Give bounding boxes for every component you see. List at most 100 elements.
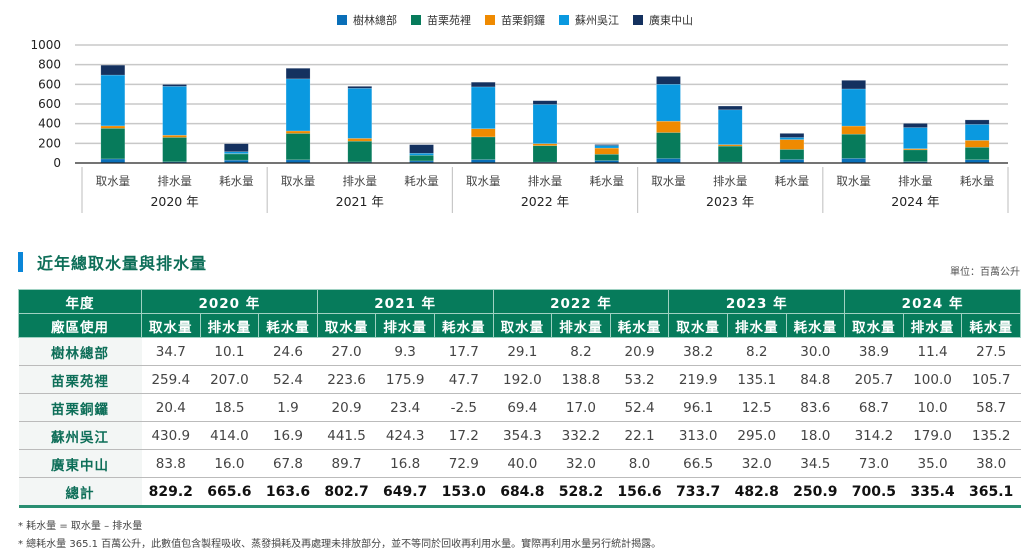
x-sub-label: 耗水量 [589,174,624,188]
footnote-2: * 總耗水量 365.1 百萬公升，此數值包含製程吸收、蒸發損耗及再處理未排放部… [18,539,662,550]
bar-segment [656,76,681,85]
bar-segment [100,74,126,127]
value-cell: 665.6 [200,477,259,508]
bar-segment [964,147,990,161]
bar-segment [409,153,434,156]
x-group-label: 2021 年 [336,194,384,209]
bar-segment [717,109,743,145]
value-cell: 207.0 [200,365,259,394]
x-sub-label: 排水量 [157,174,192,188]
y-tick-label: 200 [38,136,61,150]
site-name: 總計 [18,477,142,508]
value-cell: 17.0 [551,393,611,422]
bar-segment [841,88,866,127]
value-cell: 29.1 [493,337,552,366]
value-cell: 89.7 [317,449,376,478]
value-cell: 8.0 [610,449,669,478]
bar-segment [841,80,866,90]
value-cell: 153.0 [434,477,494,508]
x-sub-label: 排水量 [713,174,748,188]
value-cell: 733.7 [668,477,728,508]
value-cell: 16.9 [258,421,318,450]
bar-segment [717,145,743,163]
value-cell: 17.7 [434,337,494,366]
x-sub-label: 排水量 [343,174,378,188]
chart-legend: 樹林總部 苗栗苑裡 苗栗銅鑼 蘇州吳江 廣東中山 [0,12,1030,28]
section-title: 近年總取水量與排水量 [37,254,208,273]
bar-segment [594,154,619,161]
value-cell: 32.0 [551,449,611,478]
bar-segment [903,123,928,128]
value-cell: 135.1 [727,365,787,394]
header-metric: 取水量 [316,313,377,338]
bar-segment [964,140,990,148]
value-cell: 528.2 [551,477,611,508]
header-metric: 排水量 [375,313,435,338]
value-cell: 27.5 [961,337,1021,366]
value-cell: 40.0 [493,449,552,478]
header-year: 2023 年 [668,289,846,314]
bar-segment [471,136,496,160]
legend-label: 蘇州吳江 [575,14,619,27]
value-cell: 38.9 [844,337,904,366]
value-cell: 8.2 [727,337,787,366]
y-tick-label: 800 [38,58,61,72]
header-year: 2020 年 [141,289,318,314]
value-cell: 96.1 [668,393,728,422]
value-cell: 27.0 [317,337,376,366]
value-cell: 313.0 [668,421,728,450]
header-metric: 取水量 [141,313,201,338]
bar-segment [471,81,496,88]
value-cell: 223.6 [317,365,376,394]
value-cell: 24.6 [258,337,318,366]
table-header-metrics: 廠區使用 取水量 排水量 耗水量 取水量 排水量 耗水量 取水量 排水量 耗水量 取水量 排水量 耗水… [18,313,1021,338]
value-cell: 365.1 [961,477,1021,508]
value-cell: 354.3 [493,421,552,450]
bar-segment [841,133,866,159]
bar-segment [779,139,805,150]
x-sub-label: 耗水量 [219,174,254,188]
value-cell: 69.4 [493,393,552,422]
header-corner-year: 年度 [18,289,142,314]
bar-segment [594,145,619,149]
x-sub-label: 耗水量 [404,174,439,188]
value-cell: 84.8 [786,365,845,394]
value-cell: 35.0 [903,449,962,478]
x-sub-label: 取水量 [96,174,131,188]
site-name: 蘇州吳江 [18,421,142,450]
value-cell: 179.0 [903,421,962,450]
table-header-years: 年度 2020 年 2021 年 2022 年 2023 年 2024 年 [18,289,1021,314]
value-cell: 205.7 [844,365,904,394]
site-name: 苗栗苑裡 [18,365,142,394]
water-data-table: 年度 2020 年 2021 年 2022 年 2023 年 2024 年 廠區使用 取… [18,289,1021,508]
bar-segment [347,88,373,139]
bar-segment [100,125,126,129]
header-metric: 取水量 [668,313,728,338]
value-cell: 105.7 [961,365,1021,394]
legend-item: 蘇州吳江 [559,12,619,28]
x-sub-label: 取水量 [836,174,871,188]
value-cell: 295.0 [727,421,787,450]
bar-segment [532,100,558,105]
legend-item: 苗栗銅鑼 [485,12,545,28]
value-cell: 47.7 [434,365,494,394]
table-row: 蘇州吳江 430.9 414.0 16.9 441.5 424.3 17.2 354.3 332… [18,421,1021,450]
bar-segment [162,134,187,138]
value-cell: 38.0 [961,449,1021,478]
bar-segment [224,143,249,152]
value-cell: 259.4 [141,365,201,394]
legend-item: 廣東中山 [633,12,693,28]
x-sub-label: 取水量 [651,174,686,188]
value-cell: 58.7 [961,393,1021,422]
value-cell: 482.8 [727,477,787,508]
value-cell: 163.6 [258,477,318,508]
value-cell: 83.6 [786,393,845,422]
value-cell: 34.5 [786,449,845,478]
header-metric: 排水量 [726,313,787,338]
header-metric: 耗水量 [258,313,318,338]
legend-label: 廣東中山 [649,14,693,27]
value-cell: 8.2 [551,337,611,366]
value-cell: 175.9 [375,365,435,394]
value-cell: 12.5 [727,393,787,422]
table-row: 苗栗苑裡 259.4 207.0 52.4 223.6 175.9 47.7 192.0 138… [18,365,1021,394]
